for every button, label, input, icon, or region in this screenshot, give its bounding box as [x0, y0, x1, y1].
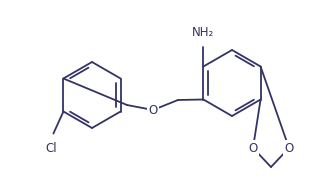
Text: O: O — [248, 142, 258, 155]
Text: Cl: Cl — [46, 142, 57, 156]
Text: O: O — [148, 103, 158, 117]
Text: O: O — [284, 142, 294, 155]
Text: NH₂: NH₂ — [192, 26, 214, 40]
